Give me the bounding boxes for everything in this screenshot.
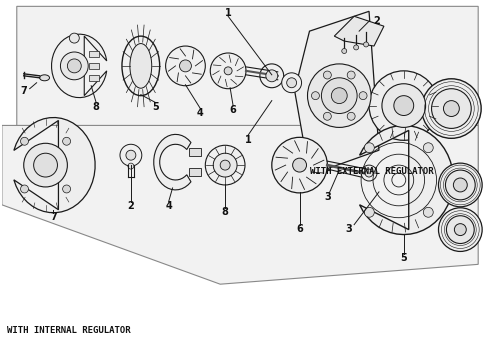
Circle shape <box>63 137 71 145</box>
Circle shape <box>21 185 28 193</box>
Circle shape <box>24 143 68 187</box>
Bar <box>89 75 99 81</box>
Circle shape <box>260 64 284 88</box>
Circle shape <box>224 67 232 75</box>
Circle shape <box>120 144 142 166</box>
Polygon shape <box>14 118 95 213</box>
Circle shape <box>128 163 134 169</box>
Circle shape <box>70 33 79 43</box>
Text: 8: 8 <box>221 207 229 217</box>
Bar <box>190 148 201 156</box>
Text: 2: 2 <box>127 201 134 211</box>
Polygon shape <box>51 34 107 98</box>
Circle shape <box>432 89 471 129</box>
Circle shape <box>312 92 319 100</box>
Circle shape <box>179 60 192 72</box>
Text: WITH INTERNAL REGULATOR: WITH INTERNAL REGULATOR <box>7 325 130 334</box>
Circle shape <box>354 45 359 50</box>
Circle shape <box>220 160 230 170</box>
Circle shape <box>293 158 307 172</box>
Text: 6: 6 <box>230 104 237 114</box>
Circle shape <box>443 100 459 117</box>
Circle shape <box>287 78 296 88</box>
Circle shape <box>364 42 368 47</box>
Polygon shape <box>334 16 384 46</box>
Polygon shape <box>360 125 453 235</box>
Circle shape <box>365 207 374 217</box>
Bar <box>190 168 201 176</box>
Circle shape <box>308 64 371 127</box>
Text: 4: 4 <box>165 201 172 211</box>
Text: 2: 2 <box>373 16 380 26</box>
Text: 5: 5 <box>400 253 407 264</box>
Circle shape <box>213 153 237 177</box>
Circle shape <box>361 165 377 181</box>
Text: 8: 8 <box>93 102 99 112</box>
Circle shape <box>423 143 433 153</box>
Circle shape <box>166 46 205 86</box>
Circle shape <box>454 224 466 235</box>
Text: 3: 3 <box>346 224 353 234</box>
Circle shape <box>34 153 57 177</box>
Bar <box>89 63 99 69</box>
Circle shape <box>126 150 136 160</box>
Circle shape <box>439 163 482 207</box>
Polygon shape <box>154 134 191 190</box>
Circle shape <box>439 208 482 251</box>
Ellipse shape <box>40 75 49 81</box>
Text: 1: 1 <box>245 135 251 145</box>
Circle shape <box>359 92 367 100</box>
Circle shape <box>421 79 481 138</box>
Text: 7: 7 <box>50 212 57 222</box>
Circle shape <box>68 59 81 73</box>
Ellipse shape <box>122 36 160 96</box>
Circle shape <box>382 84 426 127</box>
Circle shape <box>347 71 355 79</box>
Circle shape <box>453 178 467 192</box>
Text: 5: 5 <box>152 102 159 112</box>
Circle shape <box>369 71 439 140</box>
Circle shape <box>210 53 246 89</box>
Text: 6: 6 <box>296 224 303 234</box>
Text: 1: 1 <box>225 8 231 18</box>
Circle shape <box>446 216 474 243</box>
Circle shape <box>276 73 284 81</box>
Circle shape <box>63 185 71 193</box>
Circle shape <box>321 78 357 113</box>
Text: WITH EXTERNAL REGULATOR: WITH EXTERNAL REGULATOR <box>310 167 433 176</box>
Ellipse shape <box>130 44 152 88</box>
Circle shape <box>423 207 433 217</box>
Circle shape <box>282 73 301 93</box>
Polygon shape <box>294 11 379 175</box>
Text: 4: 4 <box>197 108 204 117</box>
Circle shape <box>21 137 28 145</box>
Text: 7: 7 <box>21 86 27 96</box>
Circle shape <box>60 52 88 80</box>
Text: 3: 3 <box>324 192 331 202</box>
Circle shape <box>365 169 373 177</box>
Circle shape <box>342 49 347 54</box>
Circle shape <box>365 143 374 153</box>
Circle shape <box>331 88 347 104</box>
Circle shape <box>266 70 278 82</box>
Circle shape <box>272 137 327 193</box>
Polygon shape <box>2 125 478 284</box>
Circle shape <box>347 112 355 120</box>
Circle shape <box>323 112 331 120</box>
Circle shape <box>205 145 245 185</box>
Circle shape <box>445 170 475 200</box>
Polygon shape <box>17 6 478 205</box>
Circle shape <box>394 96 414 116</box>
Circle shape <box>323 71 331 79</box>
Bar <box>89 51 99 57</box>
